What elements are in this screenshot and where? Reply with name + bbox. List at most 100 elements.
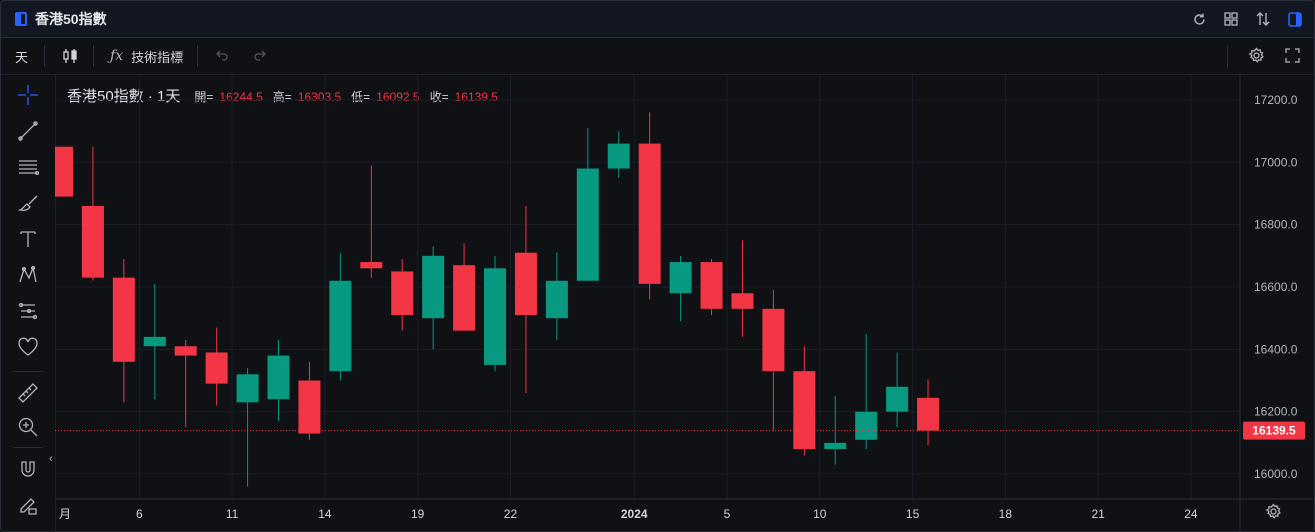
- price-tick-label: 17200.0: [1254, 93, 1298, 107]
- candlestick-chart[interactable]: 16000.0 16200.0 16400.0 16600.0 16800.0 17000…: [55, 75, 1313, 531]
- time-tick-label: 11: [226, 507, 239, 521]
- candle-body: [669, 262, 692, 294]
- lock-pencil-icon[interactable]: [16, 493, 40, 517]
- grid-icon[interactable]: [1222, 10, 1240, 28]
- zoom-icon[interactable]: [16, 415, 40, 439]
- time-tick-label: 2024: [621, 507, 648, 521]
- compare-icon[interactable]: [1254, 10, 1272, 28]
- time-tick-label: 21: [1091, 507, 1105, 521]
- candle-body: [81, 205, 104, 278]
- crosshair-icon[interactable]: [16, 83, 40, 107]
- time-tick-label: 10: [813, 507, 827, 521]
- candle-body: [700, 262, 723, 309]
- high-label: 高=: [272, 90, 292, 104]
- candle: [576, 128, 599, 281]
- candles-icon[interactable]: [61, 47, 79, 65]
- panel-icon[interactable]: [1286, 10, 1304, 28]
- candle: [267, 340, 290, 422]
- chart-grid: [55, 75, 1240, 499]
- last-price-label: 16139.5: [1252, 424, 1296, 438]
- candle-body: [917, 397, 940, 431]
- candle-body: [391, 271, 414, 316]
- candle: [793, 346, 816, 456]
- toolbar-divider: [197, 45, 199, 67]
- toolbar-divider: [93, 45, 95, 67]
- candle-body: [298, 380, 321, 434]
- ruler-icon[interactable]: [16, 381, 40, 405]
- title-bar: 香港50指數: [1, 1, 1314, 38]
- undo-icon[interactable]: [214, 48, 230, 64]
- candle: [236, 368, 259, 487]
- axis-settings-icon[interactable]: [1265, 503, 1282, 525]
- price-tick-label: 16400.0: [1254, 342, 1298, 356]
- candle: [762, 290, 785, 431]
- candle: [514, 205, 537, 393]
- candle-body: [607, 143, 630, 169]
- price-axis: 16000.0 16200.0 16400.0 16600.0 16800.0 17000…: [1239, 75, 1298, 531]
- layout-icon[interactable]: [15, 12, 27, 26]
- candles-layer: [55, 112, 940, 487]
- candle: [298, 361, 321, 440]
- candle: [700, 258, 723, 316]
- candle: [174, 340, 197, 428]
- forecast-icon[interactable]: [16, 299, 40, 323]
- candle: [391, 258, 414, 331]
- candle-body: [174, 346, 197, 356]
- candle-body: [205, 352, 228, 384]
- time-tick-label: 24: [1184, 507, 1198, 521]
- time-tick-label: 15: [906, 507, 920, 521]
- candle-body: [360, 262, 383, 269]
- time-axis: 月 6 11 14 19 22 2024 5 10 15 18 21 24: [55, 498, 1313, 521]
- time-tick-label: 6: [136, 507, 143, 521]
- low-value: 16092.5: [376, 90, 420, 104]
- chart-legend: 香港50指數 · 1天 開= 16244.5 高= 16303.5 低= 16092.…: [67, 85, 502, 106]
- close-value: 16139.5: [454, 90, 498, 104]
- candle-body: [55, 146, 73, 197]
- candle-body: [329, 280, 352, 372]
- price-tick-label: 16200.0: [1254, 405, 1298, 419]
- candle-body: [762, 308, 785, 372]
- candle-body: [236, 374, 259, 403]
- candle: [638, 112, 661, 300]
- indicators-button[interactable]: ƒx 技術指標: [110, 47, 183, 66]
- time-tick-label: 18: [999, 507, 1013, 521]
- heart-icon[interactable]: [16, 335, 40, 359]
- candle: [855, 333, 878, 450]
- pattern-icon[interactable]: [16, 263, 40, 287]
- candle: [545, 252, 568, 340]
- refresh-icon[interactable]: [1190, 10, 1208, 28]
- candle: [886, 352, 909, 428]
- candle-body: [143, 336, 166, 347]
- interval-button[interactable]: 天: [15, 49, 29, 65]
- magnet-icon[interactable]: [16, 457, 40, 481]
- candle: [669, 255, 692, 322]
- brush-icon[interactable]: [16, 191, 40, 215]
- candle: [360, 165, 383, 278]
- fx-icon: ƒx: [110, 48, 124, 64]
- trendline-icon[interactable]: [16, 119, 40, 143]
- text-icon[interactable]: [16, 227, 40, 251]
- time-tick-label: 14: [318, 507, 332, 521]
- symbol-title[interactable]: 香港50指數 · 1天: [67, 88, 181, 105]
- fib-icon[interactable]: [16, 155, 40, 179]
- candle: [55, 146, 73, 197]
- candle-body: [112, 277, 135, 362]
- candle-body: [267, 355, 290, 400]
- candle: [81, 146, 104, 281]
- price-tick-label: 16800.0: [1254, 218, 1298, 232]
- candle-body: [824, 442, 847, 450]
- fullscreen-icon[interactable]: [1285, 48, 1300, 66]
- open-label: 開=: [194, 90, 214, 104]
- candle-body: [793, 371, 816, 450]
- candle: [143, 283, 166, 400]
- candle: [484, 255, 507, 372]
- candle-body: [545, 280, 568, 319]
- toolbar-divider: [44, 45, 46, 67]
- candle-body: [731, 293, 754, 309]
- redo-icon[interactable]: [252, 48, 268, 64]
- collapse-toolbar-icon[interactable]: ‹: [49, 453, 53, 465]
- candle-body: [576, 168, 599, 281]
- title-bar-actions: [1190, 10, 1304, 28]
- settings-icon[interactable]: [1248, 47, 1265, 67]
